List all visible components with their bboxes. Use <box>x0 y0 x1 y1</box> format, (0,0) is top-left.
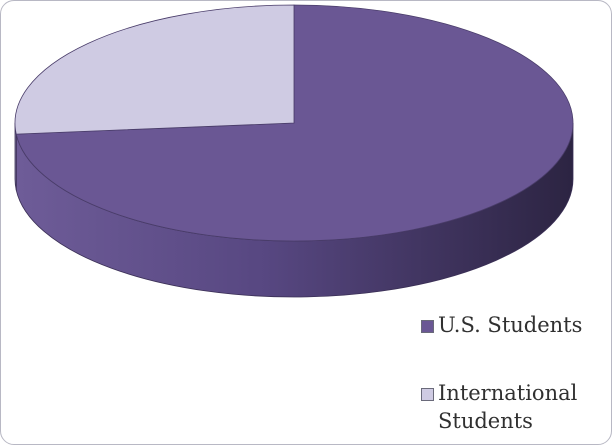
pie-slice-international-students <box>14 4 295 135</box>
legend-label-international-students: International Students <box>438 381 578 433</box>
legend-swatch-us-students <box>421 320 434 333</box>
legend-swatch-international-students <box>421 388 434 401</box>
legend-item-us-students: U.S. Students <box>421 311 606 339</box>
chart-legend: U.S. Students International Students <box>421 311 606 435</box>
legend-label-us-students: U.S. Students <box>438 313 583 337</box>
legend-item-international-students: International Students <box>421 379 606 435</box>
pie-slice-us-students <box>15 4 574 242</box>
